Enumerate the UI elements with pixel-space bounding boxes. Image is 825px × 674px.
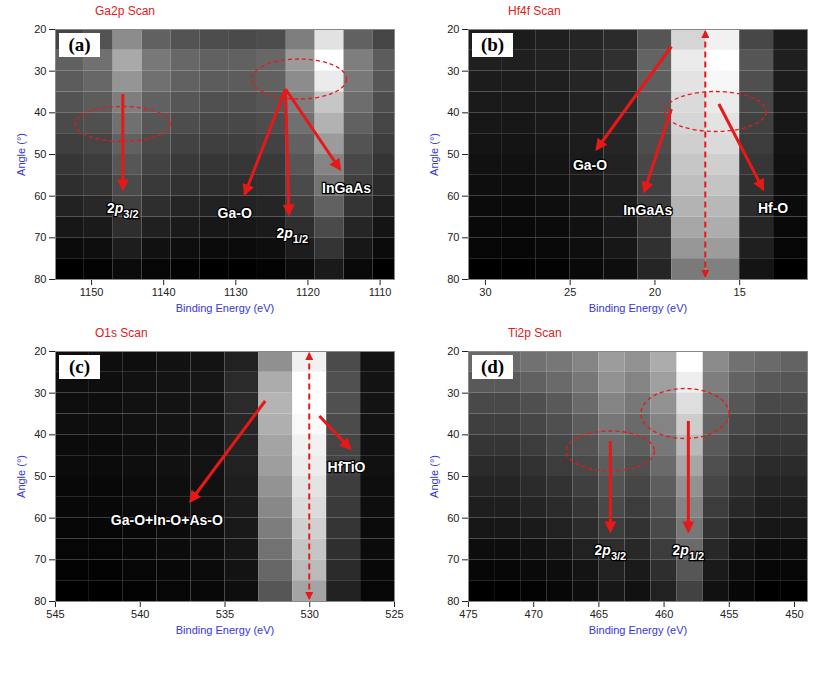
svg-text:Ga-O: Ga-O [218, 205, 252, 221]
svg-text:475: 475 [459, 608, 477, 620]
svg-text:465: 465 [590, 608, 608, 620]
svg-text:60: 60 [447, 190, 459, 202]
svg-text:60: 60 [34, 512, 46, 524]
svg-text:50: 50 [34, 148, 46, 160]
svg-text:20: 20 [447, 23, 459, 35]
svg-text:Angle (°): Angle (°) [15, 455, 27, 498]
svg-text:30: 30 [34, 65, 46, 77]
svg-text:450: 450 [785, 608, 803, 620]
svg-text:30: 30 [479, 286, 491, 298]
svg-text:80: 80 [447, 273, 459, 285]
html-text:Ga2p Scan: Ga2p Scan [95, 4, 155, 18]
svg-text:1140: 1140 [152, 286, 176, 298]
svg-text:60: 60 [447, 512, 459, 524]
svg-text:(a): (a) [68, 34, 90, 56]
svg-text:30: 30 [447, 65, 459, 77]
svg-text:2p1/2: 2p1/2 [673, 542, 705, 562]
svg-text:(d): (d) [481, 356, 504, 378]
svg-text:InGaAs: InGaAs [623, 202, 672, 218]
svg-text:50: 50 [447, 148, 459, 160]
svg-text:2p3/2: 2p3/2 [595, 542, 627, 562]
svg-text:Angle (°): Angle (°) [428, 133, 440, 176]
svg-text:535: 535 [216, 608, 234, 620]
svg-text:470: 470 [525, 608, 543, 620]
html-text:O1s Scan: O1s Scan [95, 326, 148, 340]
svg-text:15: 15 [734, 286, 746, 298]
svg-text:80: 80 [34, 595, 46, 607]
svg-text:2p1/2: 2p1/2 [276, 225, 308, 245]
svg-text:1120: 1120 [296, 286, 320, 298]
svg-text:70: 70 [34, 553, 46, 565]
svg-text:50: 50 [447, 470, 459, 482]
svg-text:Angle (°): Angle (°) [15, 133, 27, 176]
svg-text:460: 460 [655, 608, 673, 620]
svg-text:455: 455 [720, 608, 738, 620]
svg-text:Binding Energy (eV): Binding Energy (eV) [589, 302, 687, 314]
svg-text:525: 525 [385, 608, 403, 620]
svg-text:20: 20 [649, 286, 661, 298]
svg-text:Ga-O: Ga-O [573, 157, 607, 173]
svg-text:Ga-O+In-O+As-O: Ga-O+In-O+As-O [111, 512, 223, 528]
svg-text:70: 70 [447, 553, 459, 565]
svg-text:1130: 1130 [224, 286, 248, 298]
svg-text:Hf-O: Hf-O [758, 200, 788, 216]
svg-text:40: 40 [34, 428, 46, 440]
svg-text:70: 70 [447, 231, 459, 243]
svg-text:Binding Energy (eV): Binding Energy (eV) [176, 302, 274, 314]
svg-text:20: 20 [34, 345, 46, 357]
svg-text:2p3/2: 2p3/2 [107, 200, 139, 220]
svg-text:InGaAs: InGaAs [322, 180, 371, 196]
svg-text:25: 25 [564, 286, 576, 298]
svg-text:40: 40 [447, 106, 459, 118]
svg-text:545: 545 [46, 608, 64, 620]
svg-text:20: 20 [34, 23, 46, 35]
svg-text:1110: 1110 [369, 286, 392, 298]
svg-text:30: 30 [34, 387, 46, 399]
svg-text:(c): (c) [69, 356, 90, 378]
svg-text:40: 40 [447, 428, 459, 440]
html-text:Ti2p Scan: Ti2p Scan [508, 326, 562, 340]
svg-text:HfTiO: HfTiO [328, 459, 366, 475]
svg-text:50: 50 [34, 470, 46, 482]
html-text:Hf4f Scan: Hf4f Scan [508, 4, 561, 18]
svg-text:70: 70 [34, 231, 46, 243]
svg-text:80: 80 [447, 595, 459, 607]
svg-text:530: 530 [301, 608, 319, 620]
svg-text:Binding Energy (eV): Binding Energy (eV) [589, 624, 687, 636]
svg-text:(b): (b) [481, 34, 504, 56]
svg-text:40: 40 [34, 106, 46, 118]
svg-text:1150: 1150 [80, 286, 104, 298]
svg-text:60: 60 [34, 190, 46, 202]
svg-text:30: 30 [447, 387, 459, 399]
svg-text:540: 540 [131, 608, 149, 620]
svg-text:20: 20 [447, 345, 459, 357]
svg-text:80: 80 [34, 273, 46, 285]
svg-text:Binding Energy (eV): Binding Energy (eV) [176, 624, 274, 636]
svg-text:Angle (°): Angle (°) [428, 455, 440, 498]
